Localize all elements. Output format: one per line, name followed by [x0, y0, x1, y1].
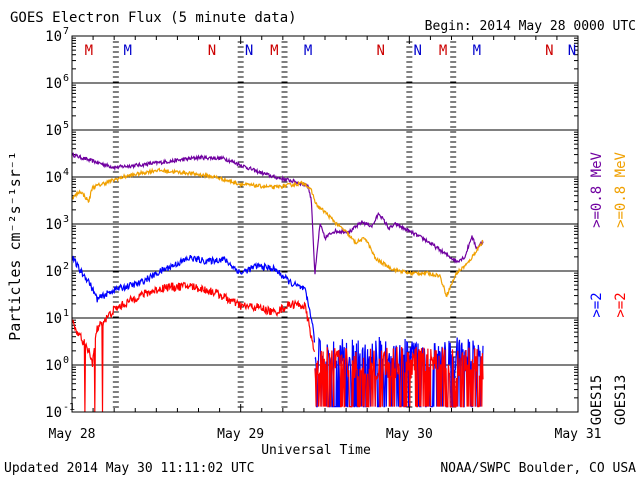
mn-marker: M	[85, 43, 93, 59]
plot-frame	[71, 35, 579, 413]
y-tick-label: 10	[45, 123, 62, 139]
data-series	[71, 152, 484, 413]
y-tick-label: 10	[45, 311, 62, 327]
mn-marker: N	[545, 43, 553, 59]
mn-marker: N	[208, 43, 216, 59]
mn-marker: M	[304, 43, 312, 59]
noisy-series-line	[314, 346, 484, 408]
mn-marker: M	[123, 43, 131, 59]
series-line	[71, 167, 484, 298]
x-tick-label: May 29	[217, 427, 264, 442]
mn-marker: N	[245, 43, 253, 59]
y-tick-exponent: 5	[63, 120, 69, 131]
horizontal-gridlines	[72, 37, 578, 399]
mn-marker: N	[414, 43, 422, 59]
y-axis-label: Particles cm⁻²s⁻¹sr⁻¹	[6, 151, 24, 341]
begin-date-label: Begin: 2014 May 28 0000 UTC	[425, 19, 636, 34]
y-tick-label: 10	[45, 264, 62, 280]
right-legend: >=0.8 MeV >=2 GOES13 >=0.8 MeV >=2 GOES15	[589, 152, 629, 426]
x-axis-label: Universal Time	[261, 443, 371, 458]
x-tick-label: May 31	[555, 427, 602, 442]
series-line	[71, 152, 484, 275]
mn-marker: M	[270, 43, 278, 59]
y-tick-exponent: 7	[63, 26, 69, 37]
mn-marker: N	[376, 43, 384, 59]
y-tick-exponent: 6	[63, 73, 69, 84]
x-tick-labels: May 28 May 29 May 30 May 31	[49, 427, 602, 442]
legend-label: >=0.8 MeV	[613, 152, 629, 228]
source-credit: NOAA/SWPC Boulder, CO USA	[440, 461, 636, 476]
y-tick-label: 10	[45, 405, 62, 421]
series-line	[71, 254, 316, 343]
vertical-tick-columns	[71, 36, 579, 412]
y-tick-label: 10	[45, 217, 62, 233]
y-tick-label: 10	[45, 29, 62, 45]
x-tick-label: May 30	[386, 427, 433, 442]
y-tick-label: 10	[45, 170, 62, 186]
y-tick-exponent: 2	[63, 261, 69, 272]
y-tick-exponent: 3	[63, 214, 69, 225]
legend-label: >=2	[589, 292, 605, 317]
x-tick-label: May 28	[49, 427, 96, 442]
mn-marker: M	[473, 43, 481, 59]
mn-marker: N	[568, 43, 576, 59]
series-line	[71, 281, 316, 413]
legend-label: GOES15	[589, 375, 605, 426]
y-tick-label: 10	[45, 76, 62, 92]
chart-title: GOES Electron Flux (5 minute data)	[10, 10, 297, 26]
legend-label: >=0.8 MeV	[589, 152, 605, 228]
legend-label: >=2	[613, 292, 629, 317]
y-tick-exponent: 0	[63, 355, 69, 366]
legend-label: GOES13	[613, 375, 629, 426]
mn-marker: M	[439, 43, 447, 59]
y-tick-exponent: -1	[63, 402, 75, 413]
y-tick-label: 10	[45, 358, 62, 374]
y-tick-exponent: 1	[63, 308, 69, 319]
y-tick-exponent: 4	[63, 167, 69, 178]
updated-timestamp: Updated 2014 May 30 11:11:02 UTC	[4, 461, 254, 476]
